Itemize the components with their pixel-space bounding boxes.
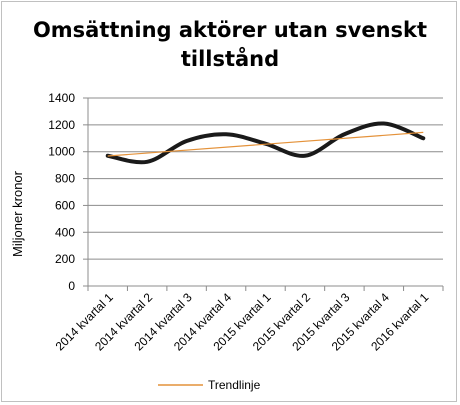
series-line-main: [105, 121, 426, 165]
y-tick-label: 1200: [48, 118, 75, 132]
series-lines: [105, 121, 426, 165]
y-axis-label: Miljoner kronor: [10, 170, 25, 257]
y-tick-label: 800: [55, 172, 75, 186]
legend-label-trend: Trendlinje: [208, 378, 261, 392]
legend: Trendlinje: [158, 378, 261, 392]
chart-title-line-1: Omsättning aktörer utan svenskt: [32, 18, 428, 42]
y-tick-label: 400: [55, 225, 75, 239]
y-tick-label: 1000: [48, 145, 75, 159]
series-line-trend: [107, 131, 424, 157]
y-tick-label: 0: [68, 279, 75, 293]
chart-title: Omsättning aktörer utan svenskt tillstån…: [0, 16, 460, 74]
y-tick-label: 1400: [48, 91, 75, 105]
y-tick-labels: 0 200 400 600 800 1000 1200 1400: [48, 91, 75, 293]
axes: [87, 98, 444, 291]
y-tick-label: 200: [55, 252, 75, 266]
chart-title-line-2: tillstånd: [180, 47, 280, 71]
gridlines: [83, 97, 443, 287]
y-tick-label: 600: [55, 198, 75, 212]
